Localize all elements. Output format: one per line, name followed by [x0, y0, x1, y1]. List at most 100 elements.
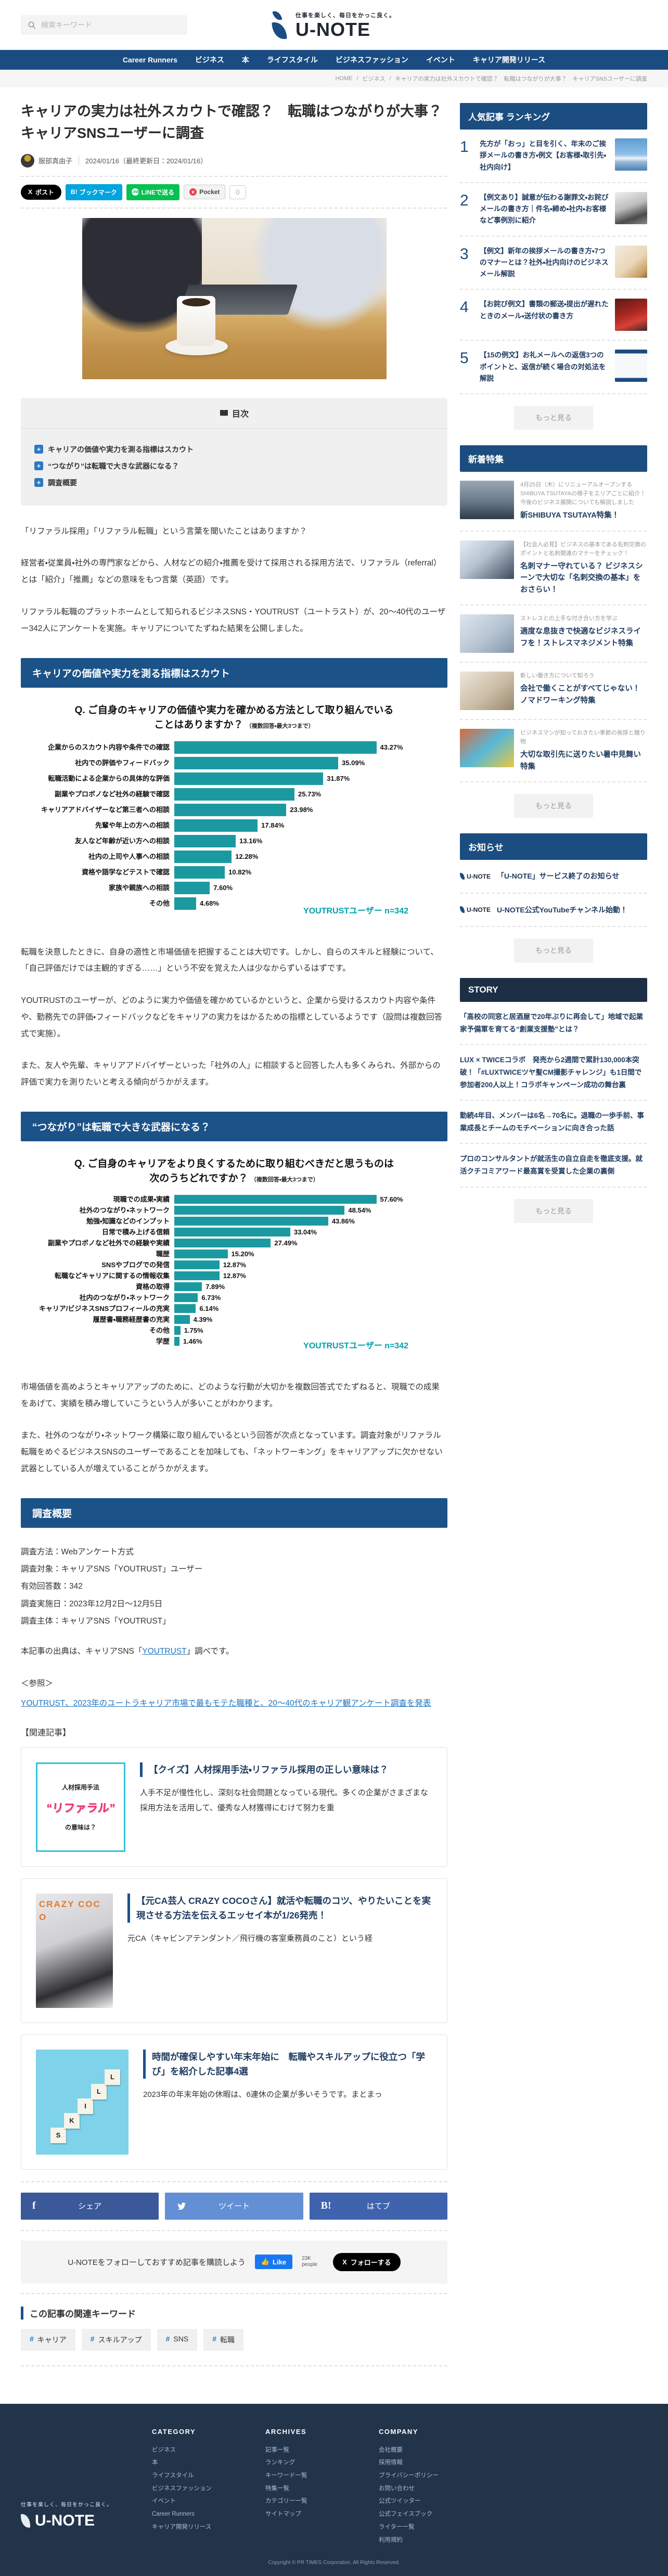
- bar-value: 13.16%: [239, 837, 263, 845]
- site-logo[interactable]: 仕事を楽しく、毎日をかっこ良く。 U-NOTE: [272, 9, 395, 41]
- footer-link[interactable]: ライフスタイル: [152, 2472, 194, 2479]
- bar-label: 履歴書・職務経歴書の充実: [93, 1315, 170, 1323]
- footer-logo[interactable]: U-NOTE: [21, 2513, 152, 2529]
- footer-link[interactable]: ランキング: [265, 2459, 296, 2466]
- ranking-item[interactable]: 5 【15の例文】お礼メールへの返信3つのポイントと、返信が続く場合の対処法を解説: [460, 341, 647, 395]
- bar-label: SNSやブログでの発信: [101, 1260, 170, 1269]
- story-item[interactable]: 勤続4年目、メンバーは6名→70名に。退職の一歩手前、事業成長とチームのモチベー…: [460, 1101, 647, 1144]
- related-article-title[interactable]: 【クイズ】人材採用手法・リファラル採用の正しい意味は？: [140, 1762, 432, 1777]
- story-item[interactable]: プロのコンサルタントが就活生の自立自走を徹底支援。就活クチコミアワード最高賞を受…: [460, 1144, 647, 1188]
- nav-item-career-release[interactable]: キャリア開発リリース: [472, 56, 546, 64]
- search-input[interactable]: [40, 20, 180, 30]
- footer-link[interactable]: 会社概要: [379, 2446, 403, 2453]
- feature-thumbnail: [460, 540, 514, 579]
- x-follow-button[interactable]: X フォローする: [333, 2252, 401, 2271]
- toc-item-2[interactable]: + “つながり”は転職で大きな武器になる？: [34, 461, 434, 471]
- bar: [174, 1205, 345, 1215]
- footer-link[interactable]: 特集一覧: [265, 2485, 289, 2492]
- footer-link[interactable]: プライバシーポリシー: [379, 2472, 439, 2479]
- reference-link[interactable]: YOUTRUST、2023年のユートラキャリア市場で最もモテた職種と、20〜40…: [21, 1698, 431, 1708]
- related-article-card[interactable]: 人材採用手法 “リファラル” の意味は？ 【クイズ】人材採用手法・リファラル採用…: [21, 1747, 447, 1867]
- author-name[interactable]: 服部真由子: [38, 157, 73, 165]
- ranking-item[interactable]: 1 先方が「おっ」と目を引く、年末のご挨拶メールの書き方・例文【お客様・取引先・社…: [460, 130, 647, 183]
- footer-link[interactable]: キャリア開発リリース: [152, 2523, 212, 2530]
- nav-item-lifestyle[interactable]: ライフスタイル: [266, 56, 318, 64]
- paragraph: 市場価値を高めようとキャリアアップのために、どのような行動が大切かを複数回答式で…: [21, 1382, 440, 1408]
- footer-link[interactable]: 本: [152, 2459, 158, 2466]
- toc-item-3[interactable]: + 調査概要: [34, 478, 434, 488]
- footer-link[interactable]: サイトマップ: [265, 2511, 301, 2518]
- nav-item-books[interactable]: 本: [241, 56, 249, 64]
- ranking-item[interactable]: 2 【例文あり】誠意が伝わる謝罪文・お詫びメールの書き方｜件名・締め・社内・お客様…: [460, 183, 647, 237]
- ranking-item[interactable]: 3 【例文】新年の挨拶メールの書き方・7つのマナーとは？社外・社内向けのビジネスメ…: [460, 237, 647, 290]
- features-more-button[interactable]: もっと見る: [514, 794, 593, 818]
- ranking-item[interactable]: 4 【お詫び例文】書類の郵送・提出が遅れたときのメール・送付状の書き方: [460, 290, 647, 341]
- breadcrumb-business[interactable]: ビジネス: [362, 76, 386, 82]
- ranking-title: 【例文あり】誠意が伝わる謝罪文・お詫びメールの書き方｜件名・締め・社内・お客様な…: [480, 193, 609, 225]
- nav-item-business[interactable]: ビジネス: [195, 56, 224, 64]
- line-share-button[interactable]: LINE LINEで送る: [126, 184, 180, 200]
- footer-link[interactable]: お問い合わせ: [379, 2485, 415, 2492]
- footer-link[interactable]: ライター一覧: [379, 2523, 415, 2530]
- bar-value: 7.89%: [205, 1282, 225, 1291]
- footer-link[interactable]: 公式フェイスブック: [379, 2511, 433, 2518]
- bar-label: 家族や親族への相談: [108, 883, 170, 892]
- footer-link[interactable]: 記事一覧: [265, 2446, 289, 2453]
- facebook-share-button[interactable]: f シェア: [21, 2192, 159, 2220]
- chart-career-improvement-actions: Q. ご自身のキャリアをより良くするために取り組むべきだと思うものは次のうちどれ…: [21, 1157, 447, 1361]
- toc-item-1[interactable]: + キャリアの価値や実力を測る指標はスカウト: [34, 444, 434, 455]
- notice-item[interactable]: U-NOTE 「U-NOTE」サービス終了のお知らせ: [460, 860, 647, 894]
- keyword-tag-career[interactable]: # キャリア: [21, 2328, 75, 2351]
- search-box[interactable]: [21, 15, 187, 35]
- keyword-tag-skillup[interactable]: # スキルアップ: [81, 2328, 151, 2351]
- twitter-share-button[interactable]: ツイート: [165, 2192, 303, 2220]
- nav-item-event[interactable]: イベント: [426, 56, 455, 64]
- story-more-button[interactable]: もっと見る: [514, 1199, 593, 1223]
- feature-item[interactable]: ビジネスマンが知っておきたい季節の挨拶と贈り物 大切な取引先に送りたい暑中見舞い特…: [460, 720, 647, 783]
- footer-link[interactable]: キーワード一覧: [265, 2472, 307, 2479]
- ranking-more-button[interactable]: もっと見る: [514, 406, 593, 430]
- facebook-like-button[interactable]: 👍 Like: [254, 2255, 293, 2270]
- pocket-button[interactable]: ∨ Pocket: [184, 185, 226, 200]
- x-post-button[interactable]: X ポスト: [21, 184, 62, 200]
- keyword-tag-sns[interactable]: # SNS: [157, 2328, 198, 2351]
- footer-link[interactable]: イベント: [152, 2498, 176, 2505]
- youtrust-link[interactable]: YOUTRUST: [142, 1647, 187, 1656]
- section-heading-survey-overview: 調査概要: [21, 1498, 447, 1528]
- feature-item[interactable]: 【社会人必見】ビジネスの基本である名刺交換のポイントと名刺関連のマナーをチェック…: [460, 532, 647, 606]
- bar-label: 転職活動による企業からの具体的な評価: [48, 774, 170, 782]
- related-article-title[interactable]: 【元CA芸人 CRAZY COCOさん】就活や転職のコツ、やりたいことを実現させ…: [127, 1893, 432, 1923]
- story-item[interactable]: 「高校の同窓と居酒屋で20年ぶりに再会して」地域で起業家予備軍を育てる“創業支援…: [460, 1002, 647, 1046]
- story-item[interactable]: LUX × TWICEコラボ 発売から2週間で累計130,000本突破！「#LU…: [460, 1045, 647, 1101]
- plus-icon: +: [34, 461, 43, 471]
- feature-item[interactable]: ストレスとの上手な付き合い方を学ぶ 適度な息抜きで快適なビジネスライフを！ストレス…: [460, 606, 647, 663]
- hatena-bookmark-button[interactable]: B! ブックマーク: [66, 184, 122, 200]
- footer-link[interactable]: ビジネス: [152, 2446, 176, 2453]
- article-thumbnail-crazy-coco: CRAZY COCO: [36, 1893, 113, 2008]
- footer-link[interactable]: 利用規約: [379, 2536, 403, 2543]
- bar-row: 勉強・知識などのインプット 43.86%: [21, 1216, 447, 1226]
- notice-item[interactable]: U-NOTE U-NOTE公式YouTubeチャンネル始動！: [460, 894, 647, 928]
- related-article-title[interactable]: 時間が確保しやすい年末年始に 転職やスキルアップに役立つ「学び」を紹介した記事4…: [143, 2049, 432, 2079]
- footer-link[interactable]: 公式ツイッター: [379, 2498, 421, 2505]
- bar-row: 家族や親族への相談 7.60%: [21, 881, 447, 894]
- footer-link[interactable]: ビジネスファッション: [152, 2485, 212, 2492]
- footer-link[interactable]: Career Runners: [152, 2511, 195, 2518]
- ranking-title: 【例文】新年の挨拶メールの書き方・7つのマナーとは？社外・社内向けのビジネスメー…: [480, 247, 609, 278]
- breadcrumb-home[interactable]: HOME: [335, 75, 353, 82]
- footer-link[interactable]: 採用情報: [379, 2459, 403, 2466]
- related-article-card[interactable]: CRAZY COCO 【元CA芸人 CRAZY COCOさん】就活や転職のコツ、…: [21, 1878, 447, 2023]
- footer-link[interactable]: カテゴリー一覧: [265, 2498, 307, 2505]
- notices-more-button[interactable]: もっと見る: [514, 938, 593, 963]
- nav-item-career-runners[interactable]: Career Runners: [122, 56, 177, 64]
- hatena-share-button[interactable]: B! はてブ: [309, 2192, 447, 2220]
- bar-label: 日常で積み上げる信頼: [101, 1228, 170, 1236]
- nav-item-business-fashion[interactable]: ビジネスファッション: [335, 56, 408, 64]
- story-heading: STORY: [460, 978, 647, 1002]
- feature-item[interactable]: 4月25日（木）にリニューアルオープンするSHIBUYA TSUTAYAの様子を…: [460, 472, 651, 532]
- keyword-tag-tenshoku[interactable]: # 転職: [203, 2328, 243, 2351]
- feature-item[interactable]: 新しい働き方について知ろう 会社で働くことがすべてじゃない！ノマドワーキング特集: [460, 663, 647, 720]
- bar-row: 社外のつながり・ネットワーク 48.54%: [21, 1205, 447, 1215]
